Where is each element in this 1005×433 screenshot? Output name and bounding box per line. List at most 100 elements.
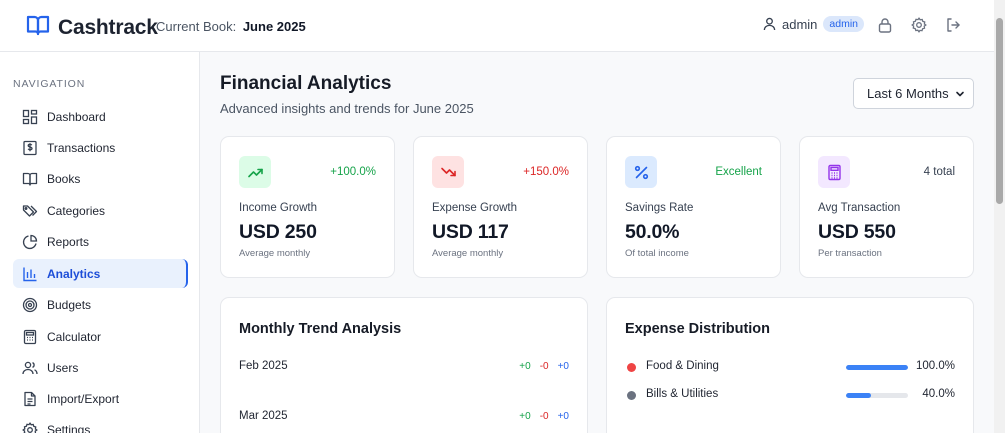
stat-badge: Excellent — [715, 166, 762, 178]
user-icon — [763, 17, 776, 31]
progress-track — [846, 393, 908, 398]
expense-distribution-panel: Expense Distribution Food & Dining 100.0… — [606, 297, 974, 433]
stat-icon-box — [432, 156, 464, 188]
progress-fill — [846, 365, 908, 370]
chevron-down-icon — [955, 89, 965, 99]
panel-title: Monthly Trend Analysis — [239, 321, 402, 337]
sidebar-item-calculator[interactable]: Calculator — [13, 322, 188, 351]
stat-card-avg-transaction: 4 total Avg Transaction USD 550 Per tran… — [799, 136, 974, 278]
sidebar-item-reports[interactable]: Reports — [13, 227, 188, 256]
sidebar-item-label: Analytics — [47, 266, 101, 281]
current-book-value: June 2025 — [242, 19, 306, 34]
scrollbar-thumb[interactable] — [996, 18, 1003, 204]
bar-chart-icon — [22, 266, 38, 282]
stat-label: Savings Rate — [625, 202, 694, 214]
trend-net: +0 — [557, 411, 569, 422]
lock-icon[interactable] — [877, 17, 893, 33]
stat-value: USD 250 — [239, 221, 317, 243]
sidebar-item-label: Users — [47, 360, 79, 375]
stat-subtext: Average monthly — [239, 248, 311, 259]
stat-label: Expense Growth — [432, 202, 518, 214]
stat-card-income-growth: +100.0% Income Growth USD 250 Average mo… — [220, 136, 395, 278]
current-book-label: Current Book: — [156, 19, 237, 34]
sidebar-item-categories[interactable]: Categories — [13, 196, 188, 225]
calculator-icon — [826, 164, 843, 181]
user-menu[interactable]: admin admin — [763, 16, 865, 32]
sidebar-item-import-export[interactable]: Import/Export — [13, 384, 188, 413]
trending-up-icon — [247, 164, 264, 181]
dashboard-icon — [22, 109, 38, 125]
sidebar-item-label: Settings — [47, 422, 91, 433]
trend-row: Feb 2025 +0 -0 +0 — [239, 360, 569, 376]
stat-icon-box — [239, 156, 271, 188]
sidebar-item-transactions[interactable]: Transactions — [13, 133, 188, 162]
trend-values: +0 -0 +0 — [510, 361, 569, 372]
trend-expense: -0 — [539, 361, 549, 372]
trend-income: +0 — [519, 411, 531, 422]
sidebar-item-label: Books — [47, 171, 81, 186]
sidebar-item-label: Dashboard — [47, 109, 106, 124]
trend-month: Mar 2025 — [239, 410, 288, 422]
sidebar-item-books[interactable]: Books — [13, 164, 188, 193]
progress-track — [846, 365, 908, 370]
stat-label: Avg Transaction — [818, 202, 901, 214]
page-title: Financial Analytics — [220, 73, 392, 94]
stat-card-expense-growth: +150.0% Expense Growth USD 117 Average m… — [413, 136, 588, 278]
category-color-dot — [627, 391, 636, 400]
logout-icon[interactable] — [945, 17, 961, 33]
gear-icon[interactable] — [911, 17, 927, 33]
nav-heading: NAVIGATION — [13, 78, 86, 90]
tags-icon — [22, 203, 38, 219]
pie-chart-icon — [22, 234, 38, 250]
sidebar-item-settings[interactable]: Settings — [13, 415, 188, 433]
gear-icon — [22, 421, 38, 433]
stat-value: USD 550 — [818, 221, 896, 243]
app-logo[interactable]: Cashtrack — [26, 14, 158, 41]
stat-subtext: Per transaction — [818, 248, 882, 259]
target-icon — [22, 297, 38, 313]
sidebar-item-label: Transactions — [47, 140, 116, 155]
trend-expense: -0 — [539, 411, 549, 422]
period-select[interactable]: Last 6 Months — [853, 78, 974, 109]
stat-badge: +100.0% — [330, 166, 376, 178]
calculator-icon — [22, 329, 38, 345]
progress-fill — [846, 393, 871, 398]
role-badge: admin — [823, 16, 865, 32]
sidebar-item-budgets[interactable]: Budgets — [13, 290, 188, 319]
trend-month: Feb 2025 — [239, 360, 288, 372]
trend-income: +0 — [519, 361, 531, 372]
stat-label: Income Growth — [239, 202, 317, 214]
book-open-icon — [26, 14, 50, 41]
scrollbar[interactable] — [994, 0, 1005, 433]
stat-badge: +150.0% — [523, 166, 569, 178]
sidebar-item-analytics[interactable]: Analytics — [13, 259, 188, 288]
stat-value: USD 117 — [432, 221, 509, 243]
sidebar-item-label: Calculator — [47, 329, 102, 344]
category-color-dot — [627, 363, 636, 372]
file-icon — [22, 391, 38, 407]
sidebar-item-dashboard[interactable]: Dashboard — [13, 102, 188, 131]
stat-icon-box — [818, 156, 850, 188]
sidebar-item-users[interactable]: Users — [13, 353, 188, 382]
stat-subtext: Average monthly — [432, 248, 504, 259]
sidebar-item-label: Categories — [47, 203, 106, 218]
stat-card-savings-rate: Excellent Savings Rate 50.0% Of total in… — [606, 136, 781, 278]
stat-badge: 4 total — [923, 166, 955, 178]
stat-icon-box — [625, 156, 657, 188]
sidebar-item-label: Import/Export — [47, 391, 120, 406]
sidebar: NAVIGATION Dashboard Transactions Books … — [0, 52, 200, 433]
sidebar-item-label: Reports — [47, 234, 90, 249]
category-percent: 40.0% — [922, 388, 955, 400]
trend-row: Mar 2025 +0 -0 +0 — [239, 410, 569, 426]
book-open-icon — [22, 171, 38, 187]
stat-value: 50.0% — [625, 221, 680, 243]
monthly-trend-panel: Monthly Trend Analysis Feb 2025 +0 -0 +0 M… — [220, 297, 588, 433]
sidebar-item-label: Budgets — [47, 297, 92, 312]
page-subtitle: Advanced insights and trends for June 20… — [220, 101, 474, 116]
distribution-row: Bills & Utilities 40.0% — [625, 388, 955, 404]
percent-icon — [633, 164, 650, 181]
distribution-row: Food & Dining 100.0% — [625, 360, 955, 376]
trending-down-icon — [440, 164, 457, 181]
stat-subtext: Of total income — [625, 248, 689, 259]
top-header: Cashtrack Current Book: June 2025 admin … — [0, 0, 994, 52]
